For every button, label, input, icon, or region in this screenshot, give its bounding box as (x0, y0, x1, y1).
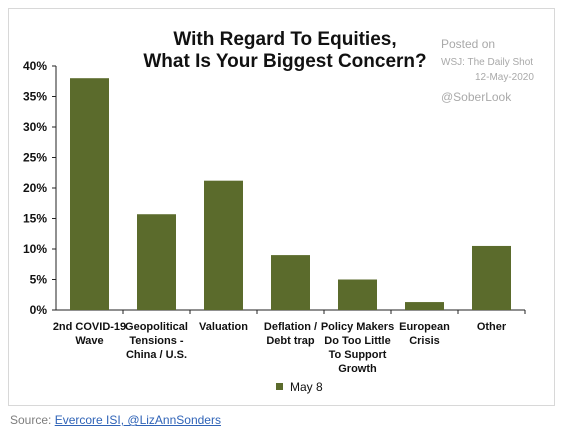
y-tick-label: 35% (23, 90, 47, 104)
posted-handle: @SoberLook (441, 90, 512, 104)
y-tick-label: 15% (23, 212, 47, 226)
x-tick-label: European (399, 321, 450, 333)
x-tick-label: Tensions - (129, 335, 184, 347)
x-tick-label: Deflation / (264, 321, 317, 333)
x-tick-label: Growth (338, 363, 377, 375)
posted-date: 12-May-2020 (475, 72, 534, 83)
x-tick-label: Wave (75, 335, 103, 347)
source-label: Source: (10, 413, 55, 427)
y-tick-label: 10% (23, 242, 47, 256)
bar (204, 180, 243, 310)
y-tick-label: 5% (30, 273, 48, 287)
y-tick-label: 30% (23, 120, 47, 134)
x-tick-label: Do Too Little (324, 335, 390, 347)
bar (137, 214, 176, 310)
y-tick-label: 20% (23, 181, 47, 195)
bar (271, 255, 310, 310)
x-tick-label: China / U.S. (126, 349, 187, 361)
x-tick-label: Crisis (409, 335, 440, 347)
chart-title-line-2: What Is Your Biggest Concern? (143, 51, 427, 72)
legend-swatch (276, 383, 283, 390)
x-tick-label: To Support (329, 349, 387, 361)
x-tick-label: Debt trap (266, 335, 315, 347)
posted-source: WSJ: The Daily Shot (441, 57, 534, 68)
legend-label: May 8 (290, 380, 323, 394)
x-tick-label: 2nd COVID-19 (53, 321, 126, 333)
chart-title-line-1: With Regard To Equities, (173, 29, 397, 50)
source-footer: Source: Evercore ISI, @LizAnnSonders (10, 413, 221, 427)
posted-on-label: Posted on (441, 37, 496, 51)
bar (405, 302, 444, 310)
x-tick-label: Policy Makers (321, 321, 394, 333)
bar (472, 245, 511, 310)
bar (70, 78, 109, 310)
x-tick-label: Other (477, 321, 507, 333)
x-tick-label: Geopolitical (125, 321, 188, 333)
bar (338, 279, 377, 310)
y-tick-label: 25% (23, 151, 47, 165)
x-tick-label: Valuation (199, 321, 248, 333)
source-link[interactable]: Evercore ISI, @LizAnnSonders (54, 413, 221, 427)
y-tick-label: 40% (23, 59, 47, 73)
y-tick-label: 0% (30, 303, 48, 317)
